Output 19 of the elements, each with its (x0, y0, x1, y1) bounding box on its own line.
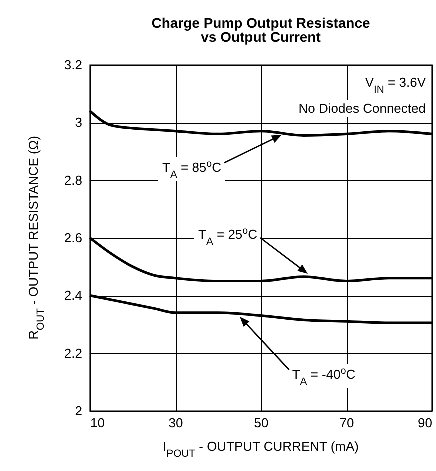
annotation: T$_{A}$ = 85$^{o}$C (162, 158, 222, 180)
x-tick-label: 50 (254, 416, 269, 430)
chart-title: Charge Pump Output Resistance vs Output Current (152, 15, 371, 45)
annotation: V$_{IN}$ = 3.6V (365, 75, 426, 96)
x-tick-label: 70 (340, 416, 354, 430)
y-tick-label: 2 (75, 404, 82, 418)
y-tick-label: 3.2 (64, 58, 82, 72)
annotation: T$_{A}$ = 25$^{o}$C (198, 226, 258, 248)
y-tick-label: 3 (75, 115, 82, 130)
y-tick-label: 2.2 (64, 346, 82, 361)
x-tick-label: 10 (90, 416, 105, 430)
x-tick-label: 30 (168, 416, 184, 430)
y-tick-label: 2.4 (64, 288, 82, 304)
annotation: No Diodes Connected (298, 101, 426, 116)
y-tick-label: 2.6 (64, 230, 82, 246)
x-axis-title: I$_{POUT}$ - OUTPUT CURRENT (mA) (163, 439, 359, 460)
annotation: T$_{A}$ = -40$^{o}$C (292, 366, 356, 388)
y-tick-label: 2.8 (64, 172, 82, 188)
x-tick-label: 90 (418, 416, 432, 430)
